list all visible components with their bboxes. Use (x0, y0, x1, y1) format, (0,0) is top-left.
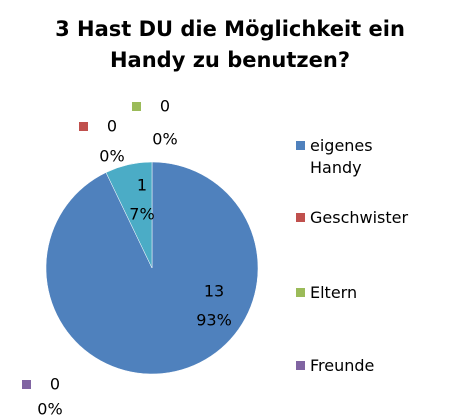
data-label-percent: 93% (196, 311, 232, 330)
legend-label: Geschwister (310, 208, 409, 227)
legend-swatch (296, 361, 305, 370)
label-marker (79, 122, 88, 131)
legend-label: Eltern (310, 283, 358, 302)
pie-slice (105, 161, 153, 269)
data-label-percent: 0% (37, 400, 62, 417)
data-label-percent: 0% (152, 130, 177, 149)
legend-swatch (296, 213, 305, 222)
chart-title: 3 Hast DU die Möglichkeit ein Handy zu b… (55, 17, 405, 72)
legend-swatch (296, 141, 305, 150)
data-label: 13 (204, 282, 224, 301)
legend-label: eigenes Handy (310, 136, 373, 177)
data-label-percent: 0% (99, 147, 124, 166)
data-label-percent: 7% (129, 205, 154, 224)
legend-label: Freunde (310, 356, 375, 375)
data-label: 0 (107, 117, 117, 136)
legend-swatch (296, 288, 305, 297)
label-marker (22, 380, 31, 389)
label-marker (132, 102, 141, 111)
data-label: 0 (160, 97, 170, 116)
data-label: 1 (137, 176, 147, 195)
data-label: 0 (50, 375, 60, 394)
